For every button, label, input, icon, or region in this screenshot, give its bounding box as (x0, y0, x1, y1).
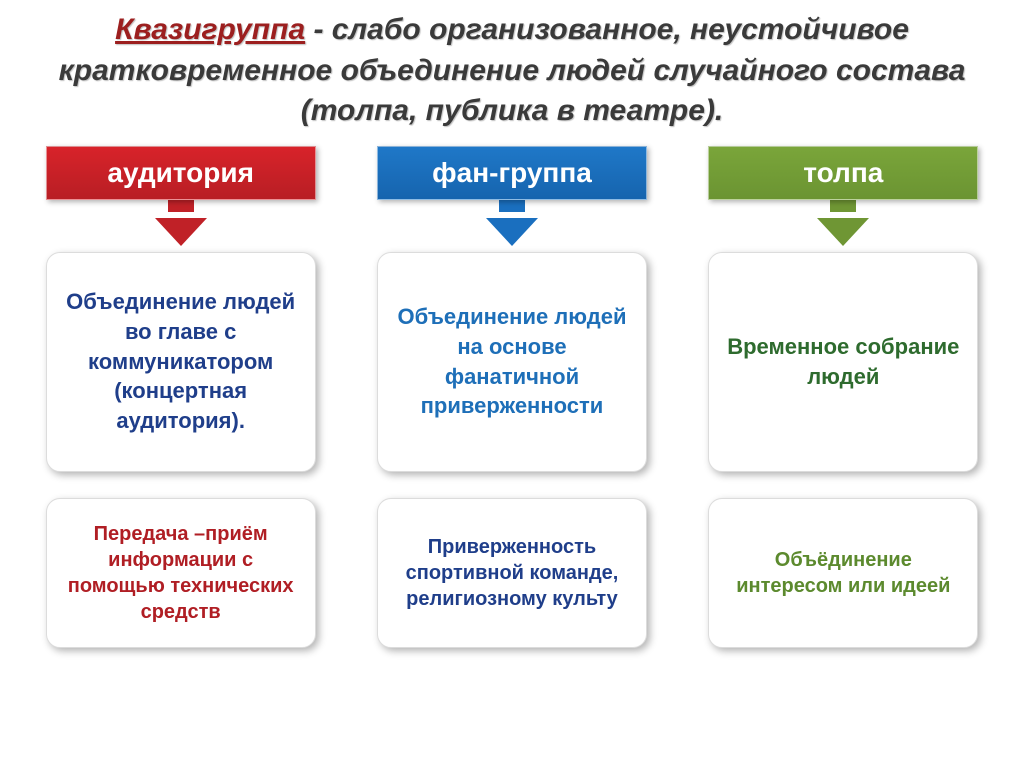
column-fangroup: фан-группа Объединение людей на основе ф… (361, 146, 662, 648)
column-audience: аудитория Объединение людей во главе с к… (30, 146, 331, 648)
card-audience-detail: Передача –приём информации с помощью тех… (46, 498, 316, 648)
title-term: Квазигруппа (115, 13, 305, 46)
card-crowd-detail: Объёдинение интересом или идеей (708, 498, 978, 648)
card-fangroup-definition: Объединение людей на основе фанатичной п… (377, 252, 647, 472)
arrow-down-icon (486, 218, 538, 246)
page-title: Квазигруппа - слабо организованное, неус… (30, 10, 994, 132)
column-crowd: толпа Временное собрание людей Объёдинен… (693, 146, 994, 648)
header-fangroup-label: фан-группа (432, 157, 592, 189)
header-audience-label: аудитория (107, 157, 254, 189)
card-crowd-detail-text: Объёдинение интересом или идеей (723, 547, 963, 599)
arrow-down-icon (155, 218, 207, 246)
header-fangroup: фан-группа (377, 146, 647, 200)
header-crowd: толпа (708, 146, 978, 200)
card-fangroup-definition-text: Объединение людей на основе фанатичной п… (392, 302, 632, 421)
card-audience-detail-text: Передача –приём информации с помощью тех… (61, 521, 301, 625)
card-fangroup-detail: Приверженность спортивной команде, религ… (377, 498, 647, 648)
card-fangroup-detail-text: Приверженность спортивной команде, религ… (392, 534, 632, 612)
columns-container: аудитория Объединение людей во главе с к… (30, 146, 994, 648)
header-crowd-label: толпа (803, 157, 883, 189)
card-audience-definition-text: Объединение людей во главе с коммуникато… (61, 287, 301, 435)
card-crowd-definition: Временное собрание людей (708, 252, 978, 472)
card-audience-definition: Объединение людей во главе с коммуникато… (46, 252, 316, 472)
arrow-down-icon (817, 218, 869, 246)
card-crowd-definition-text: Временное собрание людей (723, 332, 963, 391)
header-audience: аудитория (46, 146, 316, 200)
